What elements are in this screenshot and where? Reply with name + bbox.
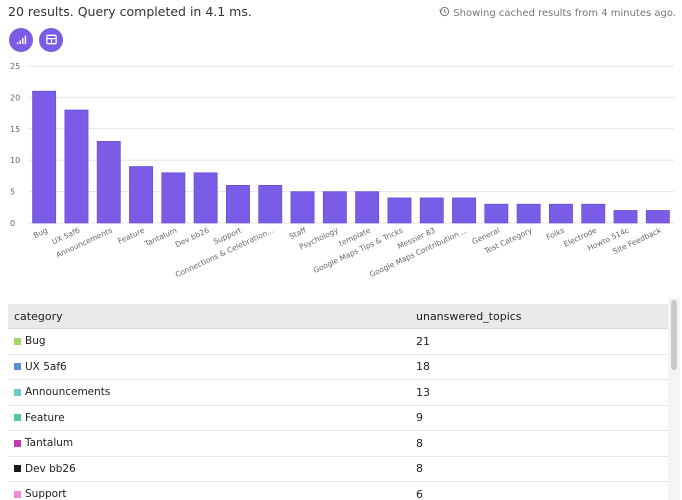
x-tick-label: Tantalum (142, 226, 178, 249)
bar[interactable] (355, 191, 380, 224)
y-tick-label: 20 (10, 93, 20, 102)
category-color-swatch (14, 337, 21, 345)
bar[interactable] (322, 191, 347, 224)
bar[interactable] (193, 172, 218, 224)
bar[interactable] (387, 197, 412, 224)
bar[interactable] (581, 203, 606, 224)
bar[interactable] (516, 203, 541, 224)
cached-notice: Showing cached results from 4 minutes ag… (439, 6, 676, 20)
category-color-swatch (14, 490, 21, 498)
bar[interactable] (452, 197, 476, 224)
unanswered-topics-cell: 13 (416, 385, 430, 399)
bar[interactable] (290, 191, 315, 224)
query-summary: 20 results. Query completed in 4.1 ms. (8, 4, 252, 19)
bar[interactable] (226, 185, 250, 224)
x-tick-label: Dev bb26 (174, 226, 211, 250)
category-cell: Feature (8, 412, 410, 424)
unanswered-topics-cell: 21 (416, 334, 430, 348)
bar[interactable] (129, 166, 153, 224)
column-header-category[interactable]: category (14, 309, 63, 323)
bar[interactable] (645, 210, 670, 224)
category-text: Bug (25, 335, 46, 348)
y-tick-label: 25 (10, 62, 20, 71)
category-color-swatch (14, 363, 21, 371)
table-row[interactable]: Tantalum 8 (8, 431, 668, 457)
table-icon (45, 31, 58, 50)
bar[interactable] (258, 185, 283, 224)
scrollbar-thumb[interactable] (671, 300, 677, 370)
y-tick-label: 15 (10, 125, 20, 134)
category-text: Tantalum (25, 437, 74, 450)
category-color-swatch (14, 388, 21, 396)
bar[interactable] (64, 109, 89, 224)
category-cell: Tantalum (8, 437, 410, 449)
category-cell: Support (8, 488, 410, 500)
category-cell: Bug (8, 335, 410, 347)
category-cell: Announcements (8, 386, 410, 398)
x-tick-label: Feature (116, 225, 146, 245)
y-tick-label: 0 (10, 219, 15, 228)
bar[interactable] (613, 210, 638, 224)
category-text: Support (25, 488, 67, 500)
chart-view-toggle[interactable] (9, 28, 33, 52)
x-tick-label: Bug (32, 226, 49, 240)
x-tick-label: Announcements (55, 226, 114, 260)
bar[interactable] (96, 141, 121, 224)
category-color-swatch (14, 465, 21, 473)
y-tick-label: 10 (10, 156, 20, 165)
table-row[interactable]: Feature 9 (8, 406, 668, 431)
results-table: category unanswered_topics Bug 21 UX 5af6 1… (8, 304, 668, 500)
category-color-swatch (14, 439, 21, 447)
category-color-swatch (14, 414, 21, 422)
table-body: Bug 21 UX 5af6 18 Announcements 13 Feature 9 Tan… (8, 329, 668, 500)
table-scrollbar[interactable] (668, 298, 680, 500)
y-tick-label: 5 (10, 188, 15, 197)
unanswered-topics-cell: 18 (416, 360, 430, 374)
bar[interactable] (161, 172, 186, 224)
bar[interactable] (484, 203, 509, 224)
view-toggles (9, 28, 63, 52)
bar[interactable] (419, 197, 444, 224)
unanswered-topics-cell: 8 (416, 436, 423, 450)
table-header: category unanswered_topics (8, 304, 668, 329)
table-view-toggle[interactable] (39, 28, 63, 52)
table-row[interactable]: Bug 21 (8, 329, 668, 355)
table-row[interactable]: Announcements 13 (8, 380, 668, 406)
category-cell: Dev bb26 (8, 463, 410, 475)
bar[interactable] (32, 90, 57, 224)
category-text: Announcements (25, 386, 111, 399)
table-row[interactable]: Dev bb26 8 (8, 457, 668, 482)
column-header-unanswered-topics[interactable]: unanswered_topics (416, 309, 522, 323)
x-tick-label: Staff (288, 225, 308, 241)
table-row[interactable]: Support 6 (8, 482, 668, 500)
table-row[interactable]: UX 5af6 18 (8, 355, 668, 380)
bar-chart-icon (15, 31, 28, 50)
category-text: UX 5af6 (25, 360, 67, 373)
unanswered-topics-cell: 6 (416, 487, 423, 500)
cached-note-text: Showing cached results from 4 minutes ag… (453, 7, 676, 19)
history-icon (439, 6, 450, 20)
unanswered-topics-cell: 8 (416, 462, 423, 476)
category-text: Feature (25, 411, 65, 424)
unanswered-topics-cell: 9 (416, 411, 423, 425)
category-cell: UX 5af6 (8, 361, 410, 373)
results-header: 20 results. Query completed in 4.1 ms. S… (0, 0, 682, 26)
category-text: Dev bb26 (25, 462, 76, 475)
bar[interactable] (549, 203, 573, 224)
